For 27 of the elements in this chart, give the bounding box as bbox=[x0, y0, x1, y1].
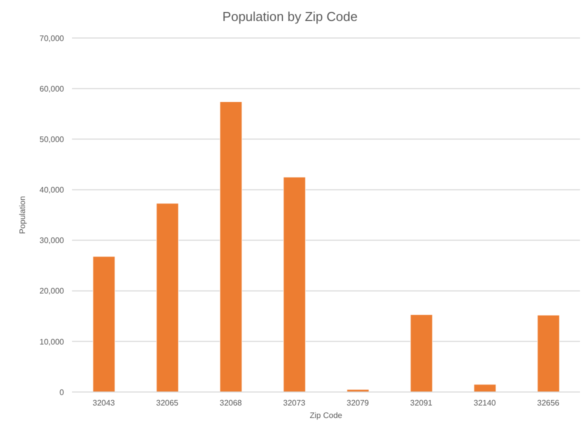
x-tick-label: 32140 bbox=[474, 398, 496, 408]
y-tick-label: 10,000 bbox=[40, 337, 65, 346]
y-tick-label: 0 bbox=[60, 388, 65, 397]
y-tick-label: 70,000 bbox=[40, 34, 65, 43]
bar bbox=[474, 384, 496, 392]
x-tick-label: 32073 bbox=[283, 398, 306, 408]
x-tick-label: 32068 bbox=[220, 398, 242, 408]
bar bbox=[156, 203, 179, 392]
y-tick-label: 40,000 bbox=[40, 186, 65, 195]
y-tick-label: 60,000 bbox=[40, 84, 65, 94]
bar bbox=[92, 256, 116, 392]
bar bbox=[220, 101, 242, 392]
y-tick-label: 30,000 bbox=[40, 236, 65, 246]
x-tick-label: 32043 bbox=[92, 398, 116, 408]
x-axis-title: Zip Code bbox=[310, 411, 343, 420]
bar bbox=[283, 176, 306, 392]
y-axis-title: Population bbox=[18, 196, 27, 234]
y-tick-label: 50,000 bbox=[40, 134, 65, 144]
bar bbox=[346, 389, 370, 392]
x-tick-label: 32079 bbox=[346, 398, 370, 408]
x-tick-label: 32065 bbox=[156, 398, 179, 408]
x-tick-label: 32091 bbox=[410, 398, 433, 408]
bar bbox=[410, 314, 433, 392]
chart-title: Population by Zip Code bbox=[221, 9, 359, 24]
x-tick-label: 32656 bbox=[537, 398, 560, 408]
y-tick-label: 20,000 bbox=[40, 286, 65, 296]
bar bbox=[537, 314, 560, 392]
